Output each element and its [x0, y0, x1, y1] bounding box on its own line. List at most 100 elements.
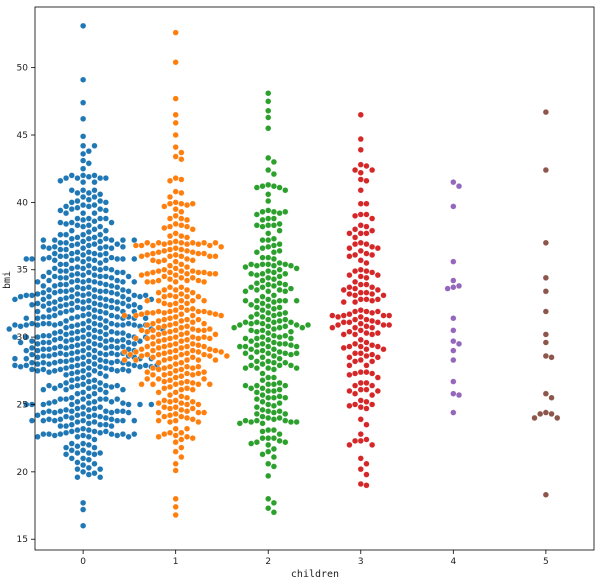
data-point	[357, 350, 364, 357]
data-point	[85, 284, 92, 291]
data-point	[172, 251, 179, 258]
data-point	[334, 313, 342, 320]
data-point	[172, 230, 179, 237]
data-point	[119, 366, 126, 373]
data-point	[450, 327, 457, 334]
data-point	[172, 361, 179, 368]
data-point	[161, 286, 168, 294]
data-point	[91, 436, 98, 443]
data-point	[183, 241, 191, 248]
data-point	[166, 398, 174, 405]
data-point	[276, 247, 283, 254]
data-point	[183, 234, 191, 241]
data-point	[253, 404, 260, 411]
data-point	[259, 277, 266, 284]
data-point	[74, 342, 81, 349]
data-point	[63, 444, 70, 451]
data-point	[131, 278, 138, 285]
data-point	[131, 431, 138, 438]
data-point	[166, 308, 174, 315]
data-point	[195, 316, 202, 323]
data-point	[253, 328, 260, 335]
data-point	[119, 386, 126, 393]
data-point	[282, 316, 289, 323]
data-point	[270, 255, 277, 263]
data-point	[138, 327, 145, 334]
data-point	[51, 305, 58, 312]
data-point	[259, 420, 266, 427]
data-point	[548, 410, 555, 417]
data-point	[352, 331, 359, 338]
data-point	[166, 284, 174, 291]
data-point	[189, 274, 196, 281]
data-point	[265, 495, 272, 502]
data-point	[265, 114, 272, 121]
data-point	[51, 409, 58, 416]
data-point	[259, 398, 266, 405]
data-point	[155, 289, 162, 296]
data-point	[172, 503, 179, 510]
data-point	[28, 338, 36, 345]
data-point	[40, 313, 47, 320]
data-point	[91, 179, 98, 186]
data-point	[28, 344, 36, 351]
data-point	[201, 334, 208, 341]
data-point	[40, 401, 47, 408]
data-point	[450, 409, 457, 416]
data-point	[68, 227, 75, 234]
data-point	[265, 166, 272, 174]
data-point	[276, 437, 283, 444]
data-point	[125, 296, 132, 303]
data-point	[265, 414, 272, 422]
data-point	[265, 215, 272, 222]
data-point	[149, 354, 156, 361]
data-point	[282, 350, 289, 357]
data-point	[172, 258, 179, 265]
data-point	[270, 292, 277, 299]
data-point	[189, 297, 196, 304]
data-point	[102, 344, 109, 351]
data-point	[45, 286, 53, 294]
data-point	[253, 222, 260, 229]
data-point	[74, 277, 81, 284]
data-point	[102, 235, 109, 242]
data-point	[74, 270, 81, 277]
data-point	[172, 334, 179, 341]
data-point	[178, 436, 185, 443]
data-point	[97, 404, 104, 411]
data-point	[85, 371, 92, 378]
data-point	[265, 197, 272, 205]
data-point	[183, 277, 191, 284]
data-point	[270, 445, 277, 453]
data-point	[357, 257, 364, 264]
data-point	[178, 406, 185, 413]
data-point	[340, 312, 347, 319]
data-point	[369, 358, 376, 365]
data-point	[80, 150, 87, 157]
data-point	[265, 350, 272, 357]
data-point	[357, 211, 364, 218]
data-point	[189, 365, 196, 372]
data-point	[363, 308, 370, 315]
data-point	[450, 284, 457, 291]
data-point	[270, 208, 277, 215]
data-point	[178, 338, 185, 345]
data-point	[276, 286, 283, 294]
data-point	[108, 312, 115, 319]
data-point	[91, 377, 98, 384]
data-point	[542, 352, 549, 360]
data-point	[357, 343, 364, 350]
data-point	[74, 241, 81, 248]
data-point	[114, 344, 121, 351]
data-point	[57, 261, 64, 268]
data-point	[363, 471, 370, 478]
data-point	[363, 316, 370, 323]
data-point	[172, 467, 179, 474]
data-point	[28, 359, 36, 366]
data-point	[45, 245, 53, 252]
data-point	[74, 328, 81, 335]
data-point	[357, 379, 364, 386]
data-point	[178, 297, 185, 304]
